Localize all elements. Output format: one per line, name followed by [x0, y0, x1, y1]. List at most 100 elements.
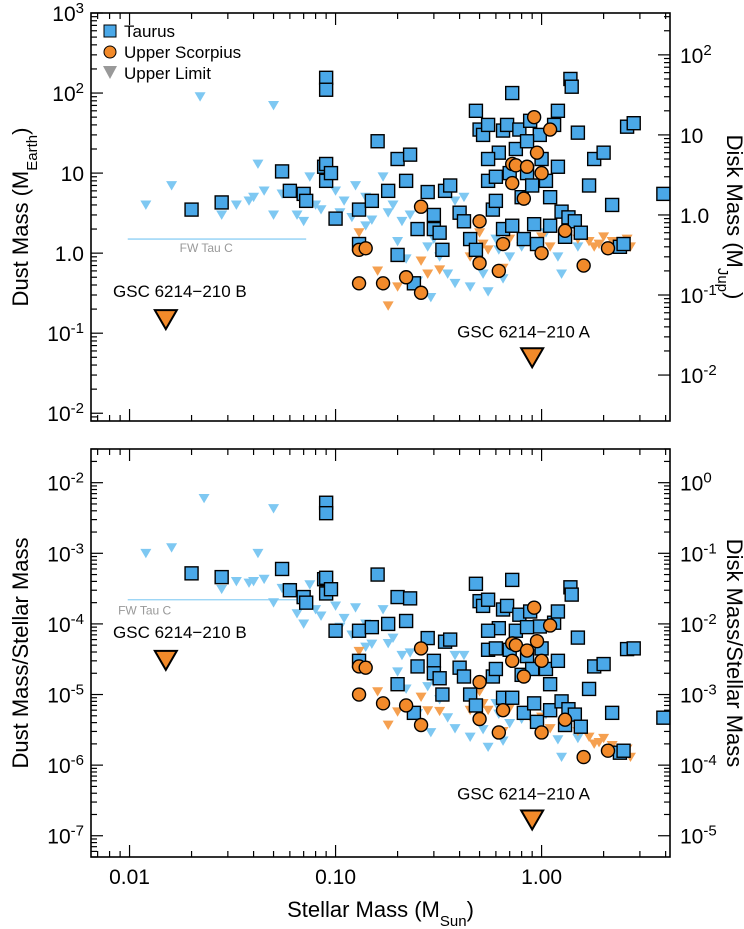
top-usco-limit-marker: [434, 265, 446, 275]
top-taurus-limit-marker: [387, 200, 399, 210]
top-taurus-limit-marker: [298, 216, 310, 227]
top-usco-limit-marker: [353, 228, 365, 238]
bottom-taurus-marker: [410, 659, 425, 674]
top-usco-marker: [358, 241, 373, 256]
bottom-taurus-marker: [505, 572, 520, 588]
top-usco-marker: [557, 223, 573, 239]
top-gsc-a-label: GSC 6214−210 A: [457, 322, 590, 341]
top-usco-marker: [600, 241, 616, 256]
bottom-taurus-marker: [573, 719, 589, 734]
bottom-taurus-marker: [505, 690, 520, 705]
top-usco-limit-marker: [482, 245, 494, 255]
bottom-taurus-limit-marker: [366, 639, 378, 649]
bottom-usco-limit-marker: [583, 732, 595, 742]
top-usco-marker: [413, 285, 429, 300]
top-y-left-tick-label: 10-1: [47, 320, 84, 347]
bottom-taurus-marker: [564, 587, 579, 602]
top-taurus-limit-marker: [252, 159, 264, 169]
bottom-usco-marker: [600, 743, 616, 758]
top-taurus-limit-marker: [360, 221, 372, 231]
top-usco-marker: [526, 109, 542, 125]
bottom-taurus-marker: [604, 705, 620, 721]
bottom-taurus-limit-marker: [552, 735, 564, 745]
bottom-taurus-limit-marker: [477, 725, 489, 735]
x-axis-title: Stellar Mass (MSun): [287, 897, 474, 929]
bottom-fw-tau-c-label: FW Tau C: [118, 604, 171, 618]
bottom-usco-marker: [526, 600, 542, 615]
bottom-taurus-marker: [351, 623, 367, 638]
top-taurus-marker: [516, 231, 532, 247]
bottom-usco-marker: [398, 698, 414, 713]
bottom-taurus-marker: [626, 641, 641, 656]
bottom-y-left-tick-label: 10-3: [47, 540, 84, 567]
bottom-usco-marker: [516, 669, 532, 684]
top-usco-limit-marker: [544, 242, 556, 252]
bottom-usco-marker: [505, 653, 520, 669]
x-tick-label: 1.00: [521, 866, 562, 889]
bottom-usco-marker: [472, 674, 487, 690]
bottom-taurus-limit-marker: [422, 682, 434, 692]
top-usco-marker: [534, 245, 549, 261]
top-usco-limit-marker: [392, 282, 404, 292]
top-taurus-limit-marker: [482, 287, 494, 297]
top-plot-frame: [90, 12, 671, 422]
top-y-left-tick-label: 10-2: [47, 400, 84, 427]
top-taurus-marker: [616, 236, 631, 252]
bottom-taurus-marker: [480, 623, 496, 638]
bottom-gsc-b-label: GSC 6214−210 B: [113, 623, 247, 642]
bottom-taurus-marker: [542, 702, 558, 718]
top-y-axis-title-left: Dust Mass (MEarth): [8, 128, 41, 307]
top-usco-limit-marker: [415, 256, 427, 266]
bottom-y-right-tick-label: 10-4: [680, 752, 717, 779]
bottom-taurus-limit-marker: [268, 598, 280, 608]
top-taurus-marker: [364, 193, 380, 209]
top-y-right-tick-label: 10: [680, 125, 703, 148]
top-taurus-marker: [499, 117, 515, 133]
top-taurus-limit-marker: [248, 192, 260, 203]
top-taurus-limit-marker: [258, 186, 270, 196]
bottom-taurus-limit-marker: [258, 574, 270, 585]
top-taurus-marker: [432, 225, 447, 240]
top-taurus-marker: [468, 103, 484, 119]
top-taurus-limit-marker: [330, 186, 342, 196]
top-usco-marker: [351, 276, 367, 291]
bottom-y-left-tick-label: 10-2: [47, 469, 84, 496]
bottom-taurus-marker: [432, 671, 447, 686]
top-taurus-limit-marker: [422, 242, 434, 252]
bottom-taurus-limit-marker: [382, 638, 394, 649]
bottom-gsc-a-label: GSC 6214−210 A: [457, 784, 590, 803]
top-taurus-marker: [519, 134, 535, 149]
bottom-taurus-limit-marker: [396, 650, 408, 661]
legend: Taurus Upper Scorpius Upper Limit: [103, 22, 241, 83]
top-taurus-marker: [410, 221, 425, 237]
top-taurus-limit-marker: [490, 234, 502, 244]
bottom-y-left-tick-label: 10-5: [47, 681, 84, 708]
top-usco-marker: [516, 191, 532, 206]
bottom-y-right-tick-label: 10-1: [680, 540, 717, 567]
bottom-usco-marker: [351, 687, 367, 702]
top-taurus-limit-marker: [404, 210, 416, 220]
bottom-y-right-tick-label: 10-5: [680, 822, 717, 849]
bottom-taurus-marker: [656, 710, 671, 725]
top-taurus-marker: [488, 193, 504, 209]
bottom-taurus-marker: [380, 616, 396, 632]
top-taurus-limit-marker: [449, 278, 461, 289]
bottom-usco-limit-marker: [353, 646, 365, 657]
top-taurus-marker: [480, 151, 496, 167]
top-usco-limit-marker: [474, 228, 486, 238]
bottom-taurus-marker: [550, 604, 566, 619]
top-taurus-marker: [564, 79, 579, 94]
top-taurus-limit-marker: [291, 210, 303, 220]
bottom-taurus-limit-marker: [556, 752, 568, 763]
bottom-usco-marker: [358, 660, 373, 675]
bottom-taurus-limit-marker: [268, 504, 280, 514]
top-taurus-marker: [323, 165, 339, 181]
bottom-taurus-marker: [468, 698, 484, 713]
top-taurus-marker: [351, 202, 367, 217]
top-taurus-marker: [370, 134, 385, 149]
bottom-taurus-limit-marker: [392, 667, 404, 677]
bottom-taurus-limit-marker: [248, 576, 260, 587]
bottom-taurus-marker: [328, 623, 343, 638]
top-taurus-marker: [274, 164, 290, 179]
